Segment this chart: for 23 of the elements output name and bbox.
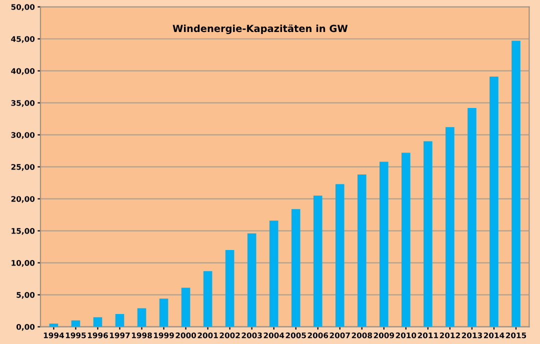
bar — [269, 220, 278, 327]
bar — [468, 108, 476, 327]
text: Windenergie-Kapazitäten in GW — [172, 24, 348, 34]
bar — [115, 314, 124, 327]
bar — [357, 174, 366, 327]
bar — [159, 298, 168, 327]
bar — [203, 271, 212, 327]
bar — [49, 324, 58, 327]
bar — [446, 127, 454, 327]
bar — [225, 250, 234, 327]
bar — [490, 76, 498, 327]
bar — [313, 196, 322, 327]
bar — [93, 317, 102, 327]
bar — [424, 141, 432, 327]
bar — [247, 233, 256, 327]
bar — [335, 184, 344, 327]
bar — [380, 162, 388, 327]
bar — [71, 320, 80, 327]
bar — [402, 152, 410, 327]
bar — [512, 40, 520, 327]
bar — [137, 308, 146, 327]
bar — [291, 209, 300, 327]
bar — [181, 288, 190, 327]
